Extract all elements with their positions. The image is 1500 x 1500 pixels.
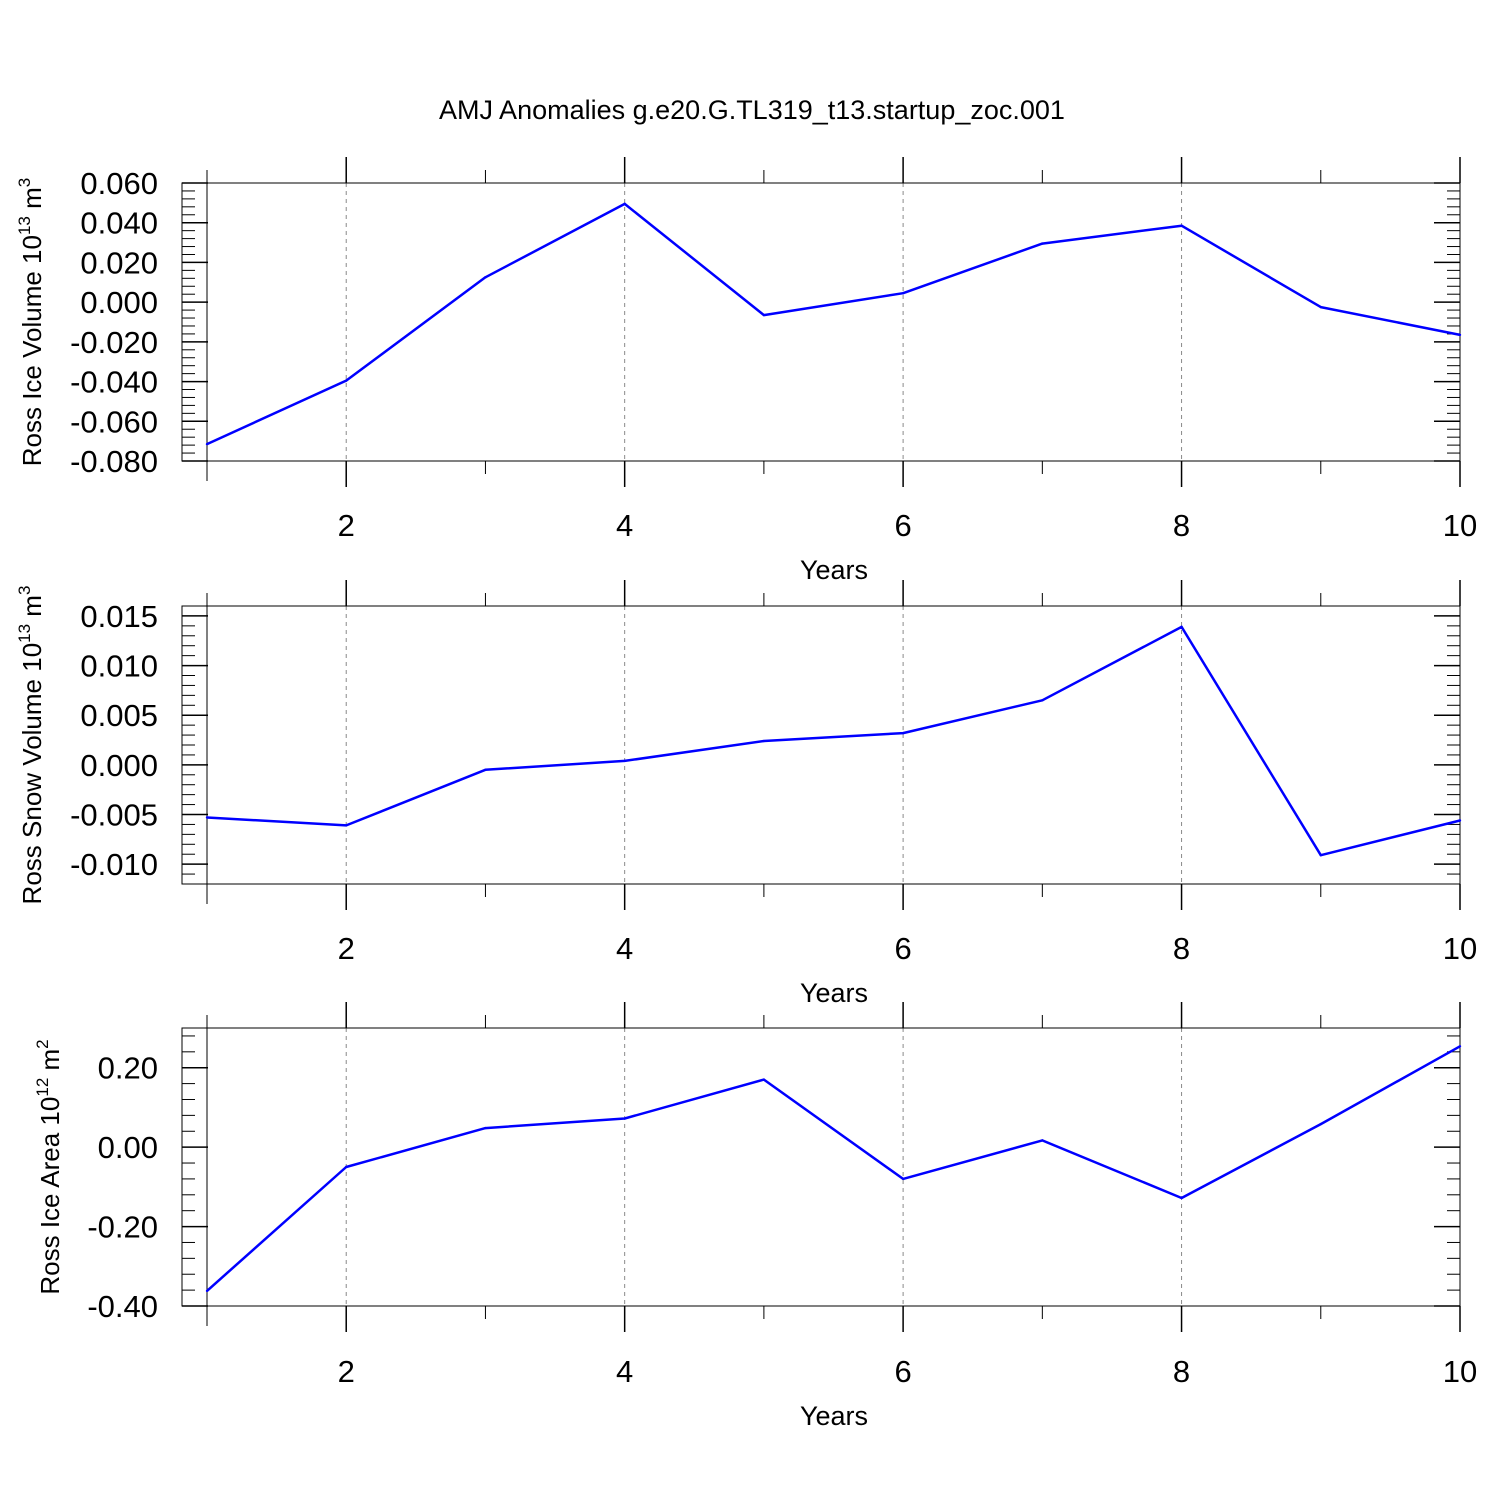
data-point [484,276,487,279]
y-tick-label: 0.20 [98,1051,158,1086]
data-point [345,379,348,382]
panels: -0.080 -0.060 -0.040 -0.020 0.000 0.020 0.040 0… [15,157,1477,1431]
y-tick-label: 0.010 [80,649,158,684]
x-tick-label: 10 [1443,1354,1477,1389]
y-axis-label-unit: m [17,187,47,216]
data-point [1180,625,1183,629]
y-tick-label: -0.080 [70,444,158,479]
y-tick-label: 0.040 [80,206,158,241]
data-point [484,1126,487,1130]
data-point [1458,1045,1462,1048]
y-axis-label-unit-exponent: 2 [33,1039,52,1048]
y-axis-label: Ross Ice Volume 1013 m3 [15,178,47,467]
y-axis-label-unit: m [17,595,47,624]
data-point [205,1289,209,1293]
data-point [205,816,209,819]
y-tick-label: 0.020 [80,245,158,280]
y-tick-label: -0.040 [70,365,158,400]
y-axis-label-main: Ross Ice Volume 10 [17,235,47,466]
x-tick-label: 4 [616,508,633,543]
series-line [206,202,1461,446]
x-tick-label: 4 [616,931,633,966]
x-tick-label: 2 [338,931,355,966]
data-point [345,824,348,827]
y-axis-label-exponent: 13 [15,216,34,235]
data-point [762,1078,766,1081]
data-point [1319,1122,1322,1126]
x-axis-label: Years [800,1401,868,1431]
data-point [623,1117,626,1120]
data-point [1180,224,1183,227]
series-line [206,625,1461,857]
data-point [901,292,905,295]
x-tick-label: 8 [1173,508,1190,543]
y-tick-label: -0.060 [70,404,158,439]
y-tick-label: -0.010 [70,847,158,882]
y-tick-label: 0.000 [80,285,158,320]
plot-frame [181,182,1461,462]
series-line [206,1045,1461,1292]
y-tick-label: 0.015 [80,599,158,634]
y-axis-label-unit-exponent: 3 [15,586,34,595]
y-tick-label: 0.000 [80,748,158,783]
y-axis-label: Ross Ice Area 1012 m2 [33,1039,65,1294]
y-axis-label-main: Ross Snow Volume 10 [17,643,47,905]
y-tick-label: -0.20 [87,1210,158,1245]
y-tick-label: -0.40 [87,1289,158,1324]
x-tick-label: 6 [894,508,911,543]
x-axis-label: Years [800,978,868,1008]
x-tick-label: 8 [1173,931,1190,966]
chart-panel-2: -0.010 -0.005 0.000 0.005 0.010 0.015 2 4 6 8 10 Ye… [15,580,1477,1008]
y-tick-label: -0.005 [70,798,158,833]
x-tick-label: 8 [1173,1354,1190,1389]
data-point [623,759,626,763]
data-point [623,202,626,206]
data-point [1041,699,1044,702]
data-point [1319,305,1322,309]
x-tick-label: 10 [1443,931,1477,966]
x-tick-label: 6 [894,931,911,966]
data-point [205,442,209,446]
y-axis-label-unit: m [35,1049,65,1078]
data-point [1458,819,1462,822]
data-point [762,313,766,317]
data-point [484,768,487,772]
chart-panel-3: -0.40 -0.20 0.00 0.20 2 4 6 8 10 Years Ross Ice Ar… [33,1002,1477,1431]
data-point [345,1165,348,1169]
data-point [1180,1196,1183,1200]
y-tick-label: 0.060 [80,166,158,201]
x-tick-label: 6 [894,1354,911,1389]
data-point [901,1177,905,1181]
y-tick-label: 0.00 [98,1130,158,1165]
data-point [901,731,905,735]
x-tick-label: 4 [616,1354,633,1389]
x-axis-label: Years [800,555,868,585]
y-axis-label: Ross Snow Volume 1013 m3 [15,586,47,905]
y-axis-label-exponent: 12 [33,1078,52,1097]
data-point [1041,1139,1044,1142]
x-tick-label: 2 [338,508,355,543]
data-point [762,739,766,743]
plot-frame [181,1027,1461,1307]
figure-title: AMJ Anomalies g.e20.G.TL319_t13.startup_… [439,95,1065,125]
x-tick-label: 10 [1443,508,1477,543]
data-point [1041,242,1044,245]
y-axis-label-exponent: 13 [15,624,34,643]
y-tick-label: -0.020 [70,325,158,360]
y-tick-label: 0.005 [80,698,158,733]
data-point [1319,854,1322,857]
y-axis-label-main: Ross Ice Area 10 [35,1097,65,1295]
y-axis-label-unit-exponent: 3 [15,178,34,187]
chart-panel-1: -0.080 -0.060 -0.040 -0.020 0.000 0.020 0.040 0… [15,157,1477,585]
x-tick-label: 2 [338,1354,355,1389]
data-point [1458,333,1462,337]
